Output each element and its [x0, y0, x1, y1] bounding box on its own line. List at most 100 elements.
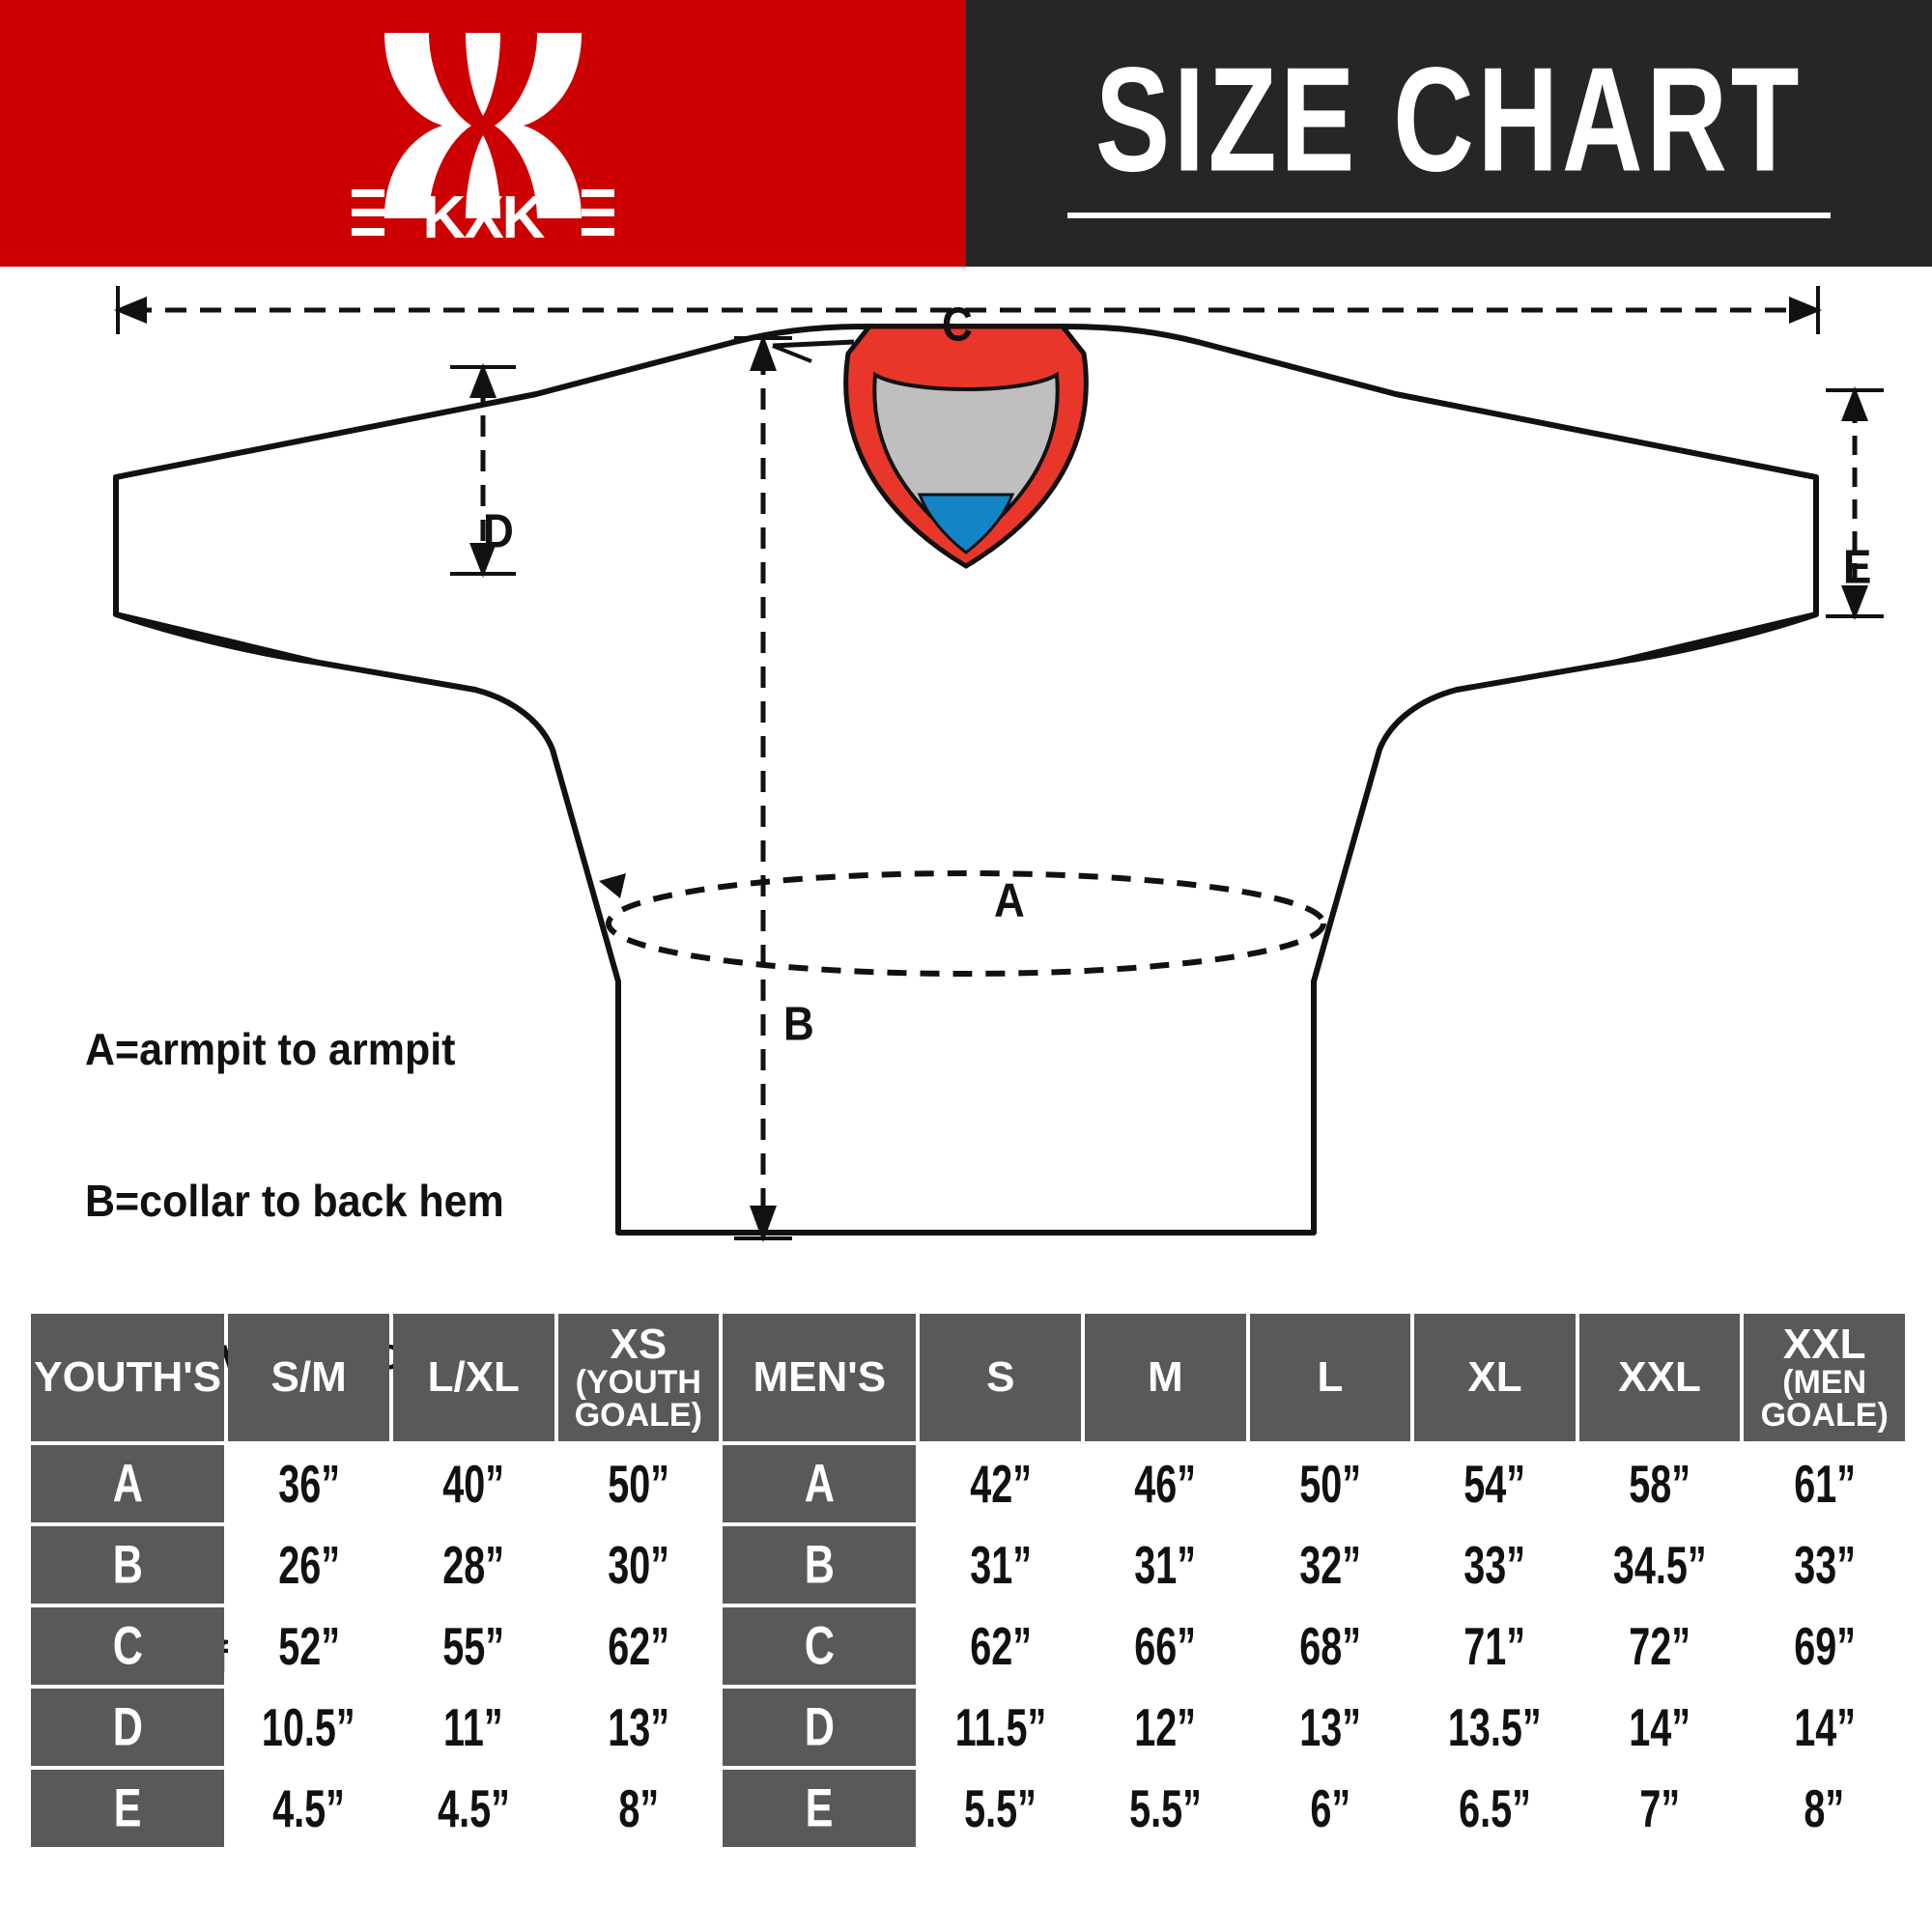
- cell-men-c-l: 68”: [1249, 1607, 1411, 1685]
- header-men-l: L: [1249, 1314, 1411, 1441]
- header-youth-xs-sub: (YOUTH GOALE): [574, 1364, 702, 1435]
- dimension-label-e: E: [1843, 541, 1872, 594]
- cell-youth-a-sm: 36”: [228, 1445, 389, 1522]
- header-men-xxl-label: XXL: [1618, 1352, 1701, 1401]
- cell-youth-d-sm: 10.5”: [228, 1689, 389, 1766]
- title-panel: SIZE CHART: [966, 0, 1932, 267]
- cell-youth-b-sm: 26”: [228, 1526, 389, 1604]
- cell-men-c-xxl: 72”: [1578, 1607, 1741, 1685]
- dimension-label-d: D: [483, 505, 514, 558]
- cell-men-d-xxlg: 14”: [1744, 1689, 1905, 1766]
- row-key-youth-e: E: [31, 1770, 225, 1847]
- cell-men-c-m: 66”: [1085, 1607, 1246, 1685]
- cell-youth-c-sm: 52”: [228, 1607, 389, 1685]
- table-row: A 36” 40” 50” A 42” 46” 50” 54” 58” 61”: [31, 1445, 1905, 1522]
- cell-men-a-s: 42”: [920, 1445, 1082, 1522]
- kxk-logo: [384, 33, 582, 218]
- table-row: B 26” 28” 30” B 31” 31” 32” 33” 34.5” 33…: [31, 1526, 1905, 1604]
- header-youth-sm: S/M: [228, 1314, 389, 1441]
- cell-men-b-s: 31”: [920, 1526, 1082, 1604]
- size-chart-table: YOUTH'S S/M L/XL XS (YOUTH GOALE) MEN'S: [27, 1310, 1909, 1851]
- header-men-s: S: [920, 1314, 1082, 1441]
- jersey-diagram: C D E A B A=armpit to armpit B=collar to…: [0, 267, 1932, 1683]
- cell-youth-b-lxl: 28”: [392, 1526, 554, 1604]
- cell-men-a-xxlg: 61”: [1744, 1445, 1905, 1522]
- row-key-youth-d: D: [31, 1689, 225, 1766]
- cell-men-d-s: 11.5”: [920, 1689, 1082, 1766]
- table-header-row: YOUTH'S S/M L/XL XS (YOUTH GOALE) MEN'S: [31, 1314, 1905, 1441]
- row-key-men-e: E: [723, 1770, 917, 1847]
- row-key-men-a: A: [723, 1445, 917, 1522]
- cell-men-a-xl: 54”: [1414, 1445, 1576, 1522]
- cell-youth-c-lxl: 55”: [392, 1607, 554, 1685]
- row-key-men-d: D: [723, 1689, 917, 1766]
- kxk-wordmark: KXK: [352, 185, 614, 251]
- header-mens-label: MEN'S: [753, 1352, 887, 1401]
- header-men-m: M: [1085, 1314, 1246, 1441]
- kxk-wordmark-text: KXK: [423, 185, 546, 251]
- cell-men-d-m: 12”: [1085, 1689, 1246, 1766]
- cell-men-a-m: 46”: [1085, 1445, 1246, 1522]
- row-key-men-b: B: [723, 1526, 917, 1604]
- cell-men-b-m: 31”: [1085, 1526, 1246, 1604]
- title-underline: [1067, 209, 1831, 218]
- cell-youth-d-lxl: 11”: [392, 1689, 554, 1766]
- cell-men-e-m: 5.5”: [1085, 1770, 1246, 1847]
- cell-youth-d-xs: 13”: [557, 1689, 720, 1766]
- dimension-label-a: A: [994, 874, 1025, 927]
- cell-men-b-l: 32”: [1249, 1526, 1411, 1604]
- collar-inner: [872, 371, 1060, 550]
- cell-men-b-xl: 33”: [1414, 1526, 1576, 1604]
- legend-line-a: A=armpit to armpit: [85, 1024, 456, 1075]
- cell-men-e-s: 5.5”: [920, 1770, 1082, 1847]
- header-men-xxl-goalie: XXL (MEN GOALE): [1744, 1314, 1905, 1441]
- header-youth-xs-label: XS: [610, 1320, 668, 1368]
- header-youth-xs: XS (YOUTH GOALE): [557, 1314, 720, 1441]
- brand-panel: KXK: [0, 0, 966, 267]
- cell-men-e-xxl: 7”: [1578, 1770, 1741, 1847]
- cell-men-b-xxlg: 33”: [1744, 1526, 1905, 1604]
- table-row: C 52” 55” 62” C 62” 66” 68” 71” 72” 69”: [31, 1607, 1905, 1685]
- cell-men-a-l: 50”: [1249, 1445, 1411, 1522]
- header-men-xxl: XXL: [1578, 1314, 1741, 1441]
- page-title: SIZE CHART: [1094, 35, 1804, 202]
- cell-men-d-l: 13”: [1249, 1689, 1411, 1766]
- cell-men-d-xxl: 14”: [1578, 1689, 1741, 1766]
- jersey-illustration: [113, 286, 1884, 1242]
- cell-men-e-l: 6”: [1249, 1770, 1411, 1847]
- header-men-xl-label: XL: [1467, 1352, 1522, 1401]
- cell-youth-b-xs: 30”: [557, 1526, 720, 1604]
- table-row: E 4.5” 4.5” 8” E 5.5” 5.5” 6” 6.5” 7” 8”: [31, 1770, 1905, 1847]
- size-table-container: YOUTH'S S/M L/XL XS (YOUTH GOALE) MEN'S: [27, 1310, 1909, 1851]
- cell-men-d-xl: 13.5”: [1414, 1689, 1576, 1766]
- collar-accent: [917, 493, 1015, 554]
- cell-men-e-xxlg: 8”: [1744, 1770, 1905, 1847]
- dimension-label-c: C: [942, 298, 973, 352]
- cell-men-e-xl: 6.5”: [1414, 1770, 1576, 1847]
- cell-youth-e-sm: 4.5”: [228, 1770, 389, 1847]
- cell-men-c-xl: 71”: [1414, 1607, 1576, 1685]
- cell-youth-e-lxl: 4.5”: [392, 1770, 554, 1847]
- table-row: D 10.5” 11” 13” D 11.5” 12” 13” 13.5” 14…: [31, 1689, 1905, 1766]
- header-men-s-label: S: [986, 1352, 1015, 1401]
- header-youths: YOUTH'S: [31, 1314, 225, 1441]
- dimension-a-ellipse: [606, 870, 1326, 977]
- row-key-youth-b: B: [31, 1526, 225, 1604]
- cell-men-b-xxl: 34.5”: [1578, 1526, 1741, 1604]
- header-mens: MEN'S: [723, 1314, 917, 1441]
- dimension-label-b: B: [783, 998, 814, 1051]
- header-men-l-label: L: [1317, 1352, 1344, 1401]
- cell-youth-a-lxl: 40”: [392, 1445, 554, 1522]
- page-header: KXK SIZE CHART: [0, 0, 1932, 267]
- header-youth-sm-label: S/M: [270, 1352, 347, 1401]
- header-youth-lxl: L/XL: [392, 1314, 554, 1441]
- legend-line-b: B=collar to back hem: [85, 1177, 504, 1228]
- cell-men-a-xxl: 58”: [1578, 1445, 1741, 1522]
- header-men-xxl-goalie-label: XXL: [1782, 1320, 1866, 1368]
- cell-youth-c-xs: 62”: [557, 1607, 720, 1685]
- cell-youth-e-xs: 8”: [557, 1770, 720, 1847]
- header-youths-label: YOUTH'S: [34, 1352, 222, 1401]
- header-youth-lxl-label: L/XL: [427, 1352, 520, 1401]
- row-key-men-c: C: [723, 1607, 917, 1685]
